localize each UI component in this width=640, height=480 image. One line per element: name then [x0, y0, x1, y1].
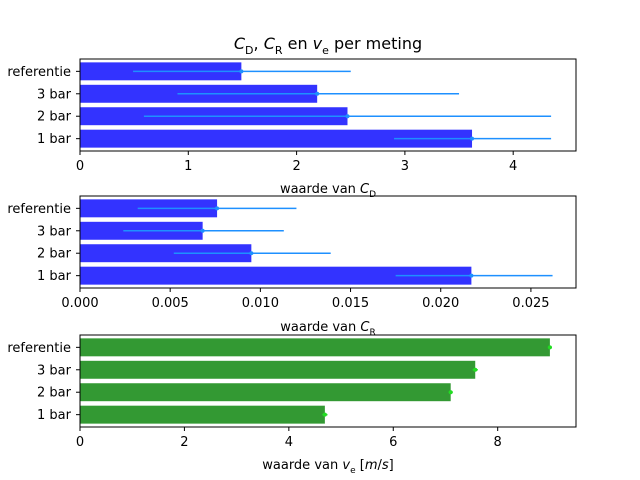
x-tick-label: 1 — [184, 159, 192, 174]
x-tick-label: 0.025 — [512, 296, 549, 311]
x-tick-label: 4 — [509, 159, 517, 174]
axes-frame — [79, 58, 577, 152]
y-tick-label: referentie — [7, 65, 71, 80]
error-bar-marker — [547, 345, 552, 350]
chart-3: 1 bar 2 bar 3 bar referentie 0 2 4 6 8 waarde van… — [7, 334, 577, 476]
chart-title: CD, CR en ve per meting — [234, 34, 422, 57]
x-tick-label: 0.010 — [242, 296, 279, 311]
bar-referentie — [80, 338, 550, 357]
y-tick-label: 3 bar — [37, 224, 72, 239]
x-tick-label: 8 — [494, 435, 502, 450]
y-tick-label: 3 bar — [37, 363, 72, 378]
chart-1: 1 bar 2 bar 3 bar referentie 0 1 2 3 4 waarde van… — [7, 34, 577, 200]
x-tick-label: 2 — [292, 159, 300, 174]
x-tick-label: 0.000 — [61, 296, 98, 311]
axes-frame — [79, 334, 577, 428]
x-tick-label: 0.005 — [152, 296, 189, 311]
y-tick-label: referentie — [7, 341, 71, 356]
x-tick-label: 2 — [180, 435, 188, 450]
x-axis-label: waarde van ve [m/s] — [262, 458, 394, 476]
y-tick-label: 3 bar — [37, 87, 72, 102]
bar-2-bar — [80, 244, 252, 263]
bar-3-bar — [80, 360, 476, 379]
y-tick-label: 2 bar — [37, 386, 72, 401]
x-axis-label: waarde van CR — [280, 320, 375, 338]
error-bar-marker — [249, 251, 254, 256]
y-tick-label: 1 bar — [37, 132, 72, 147]
y-tick-label: 2 bar — [37, 110, 72, 125]
axes-frame — [79, 195, 577, 289]
x-tick-label: 6 — [389, 435, 397, 450]
bar-1-bar — [80, 266, 472, 285]
error-bar-marker — [200, 228, 205, 233]
error-bar-marker — [473, 367, 478, 372]
bar-1-bar — [80, 405, 325, 424]
x-tick-label: 0.020 — [422, 296, 459, 311]
error-bar-marker — [345, 114, 350, 119]
error-bar-marker — [239, 69, 244, 74]
y-tick-label: 1 bar — [37, 269, 72, 284]
x-tick-label: 0 — [76, 435, 84, 450]
error-bar-marker — [470, 136, 475, 141]
x-tick-label: 3 — [401, 159, 409, 174]
x-axis-label: waarde van CD — [280, 182, 376, 200]
y-tick-label: 2 bar — [37, 247, 72, 262]
charts: 1 bar 2 bar 3 bar referentie 0 1 2 3 4 waarde van… — [7, 34, 577, 476]
y-tick-label: 1 bar — [37, 408, 72, 423]
y-tick-label: referentie — [7, 202, 71, 217]
error-bar-marker — [215, 206, 220, 211]
bar-2-bar — [80, 383, 451, 402]
x-tick-label: 4 — [285, 435, 293, 450]
error-bar-marker — [448, 390, 453, 395]
bar-1-bar — [80, 129, 473, 148]
error-bar-marker — [315, 91, 320, 96]
x-tick-label: 0 — [76, 159, 84, 174]
error-bar-marker — [322, 412, 327, 417]
x-tick-label: 0.015 — [332, 296, 369, 311]
chart-2: 1 bar 2 bar 3 bar referentie 0.000 0.005 0.010… — [7, 195, 577, 338]
error-bar-marker — [469, 273, 474, 278]
